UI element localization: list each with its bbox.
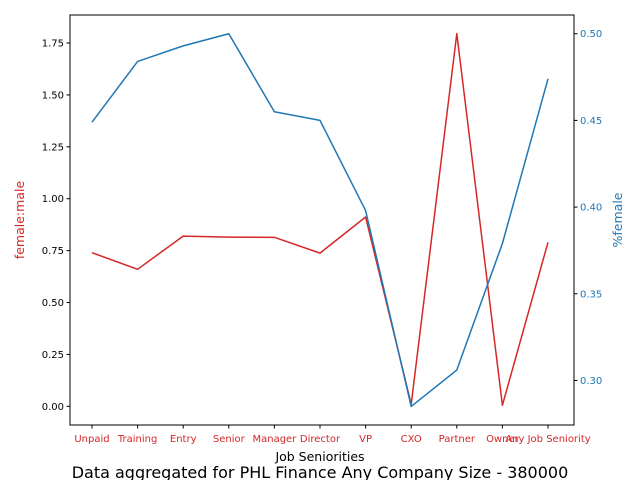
y-left-tick-label: 1.50 [42,90,64,101]
x-tick-label: Director [300,434,341,445]
left-axis: 0.00 0.25 0.50 0.75 1.00 1.25 1.50 1.75 [42,39,70,413]
series-group [91,32,549,408]
chart-caption: Data aggregated for PHL Finance Any Comp… [72,463,569,480]
x-tick-label: Owner [486,434,520,445]
series-line-female-male-ratio [91,32,549,407]
y-right-tick-label: 0.30 [580,376,602,387]
x-tick-label: Any Job Seniority [505,434,590,445]
x-axis-label: Job Seniorities [274,449,364,464]
x-axis: Unpaid Training Entry Senior Manager Director… [74,425,591,445]
x-tick-label: VP [359,434,372,445]
y-left-tick-label: 0.00 [42,402,64,413]
y-left-tick-label: 1.00 [42,194,64,205]
y-left-tick-label: 0.25 [42,350,64,361]
x-tick-label: CXO [401,434,422,445]
x-tick-label: Training [117,434,157,445]
x-tick-label: Entry [170,434,197,445]
y-left-tick-label: 1.25 [42,142,64,153]
y-left-axis-label: female:male [12,181,27,260]
series-line-percent-female [91,32,549,408]
x-tick-label: Senior [213,434,246,445]
y-left-tick-label: 1.75 [42,39,64,50]
x-tick-label: Manager [252,434,297,445]
x-tick-label: Unpaid [74,434,109,445]
y-left-tick-label: 0.50 [42,298,64,309]
right-axis: 0.30 0.35 0.40 0.45 0.50 [574,29,602,387]
y-right-tick-label: 0.50 [580,29,602,40]
y-right-axis-label: %female [610,192,625,247]
x-tick-label: Partner [439,434,476,445]
y-right-tick-label: 0.40 [580,203,602,214]
plot-frame [69,14,575,426]
y-right-tick-label: 0.35 [580,289,602,300]
y-right-tick-label: 0.45 [580,116,602,127]
y-left-tick-label: 0.75 [42,246,64,257]
